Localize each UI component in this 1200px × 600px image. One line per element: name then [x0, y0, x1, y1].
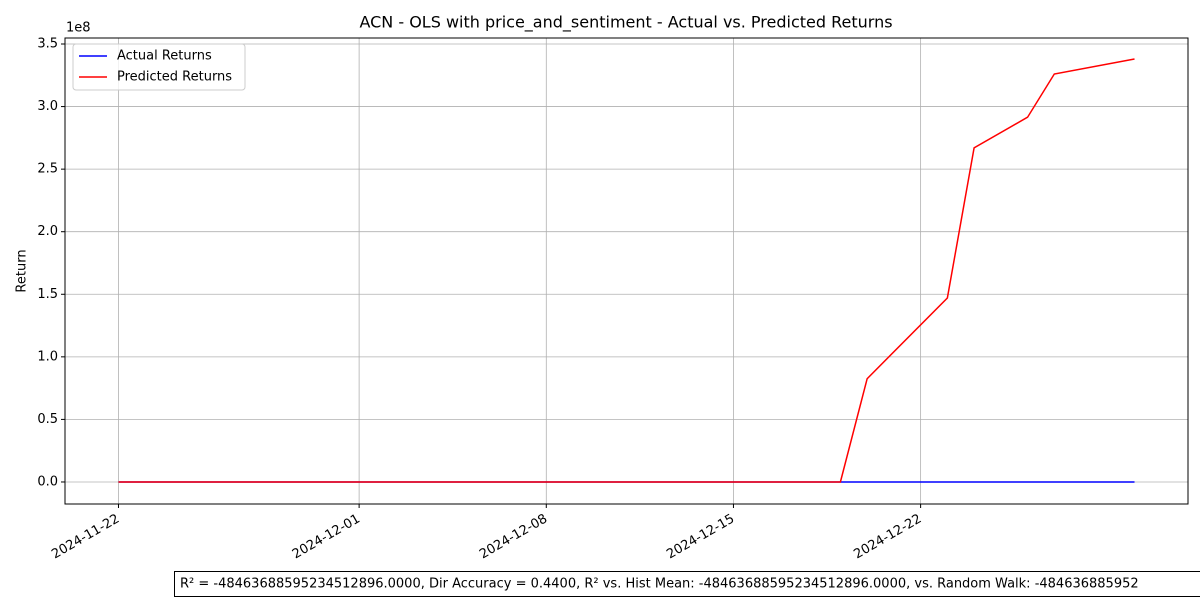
x-tick-label: 2024-12-08 [477, 512, 550, 563]
legend-label: Predicted Returns [117, 70, 232, 85]
y-tick-label: 2.0 [37, 224, 58, 239]
y-tick-label: 3.5 [37, 37, 58, 52]
annotation-box [174, 571, 1200, 597]
x-tick-label: 2024-12-22 [851, 512, 924, 563]
y-tick-label: 1.0 [37, 349, 58, 364]
y-offset-text: 1e8 [66, 21, 91, 36]
legend-box [72, 43, 246, 91]
legend-label: Actual Returns [117, 49, 212, 64]
y-tick-label: 0.5 [37, 412, 58, 427]
x-tick-label: 2024-12-01 [290, 512, 363, 563]
series-line [118, 58, 1135, 483]
y-tick-label: 3.0 [37, 99, 58, 114]
y-tick-label: 0.0 [37, 474, 58, 489]
annotation: R² = -48463688595234512896.0000, Dir Acc… [180, 577, 1139, 592]
y-tick-label: 2.5 [37, 162, 58, 177]
y-axis-label: Return [15, 249, 30, 292]
chart-title: ACN - OLS with price_and_sentiment - Act… [359, 13, 892, 33]
plot-frame [64, 37, 1189, 505]
x-tick-label: 2024-11-22 [49, 512, 122, 563]
x-tick-label: 2024-12-15 [664, 512, 737, 563]
y-tick-label: 1.5 [37, 287, 58, 302]
